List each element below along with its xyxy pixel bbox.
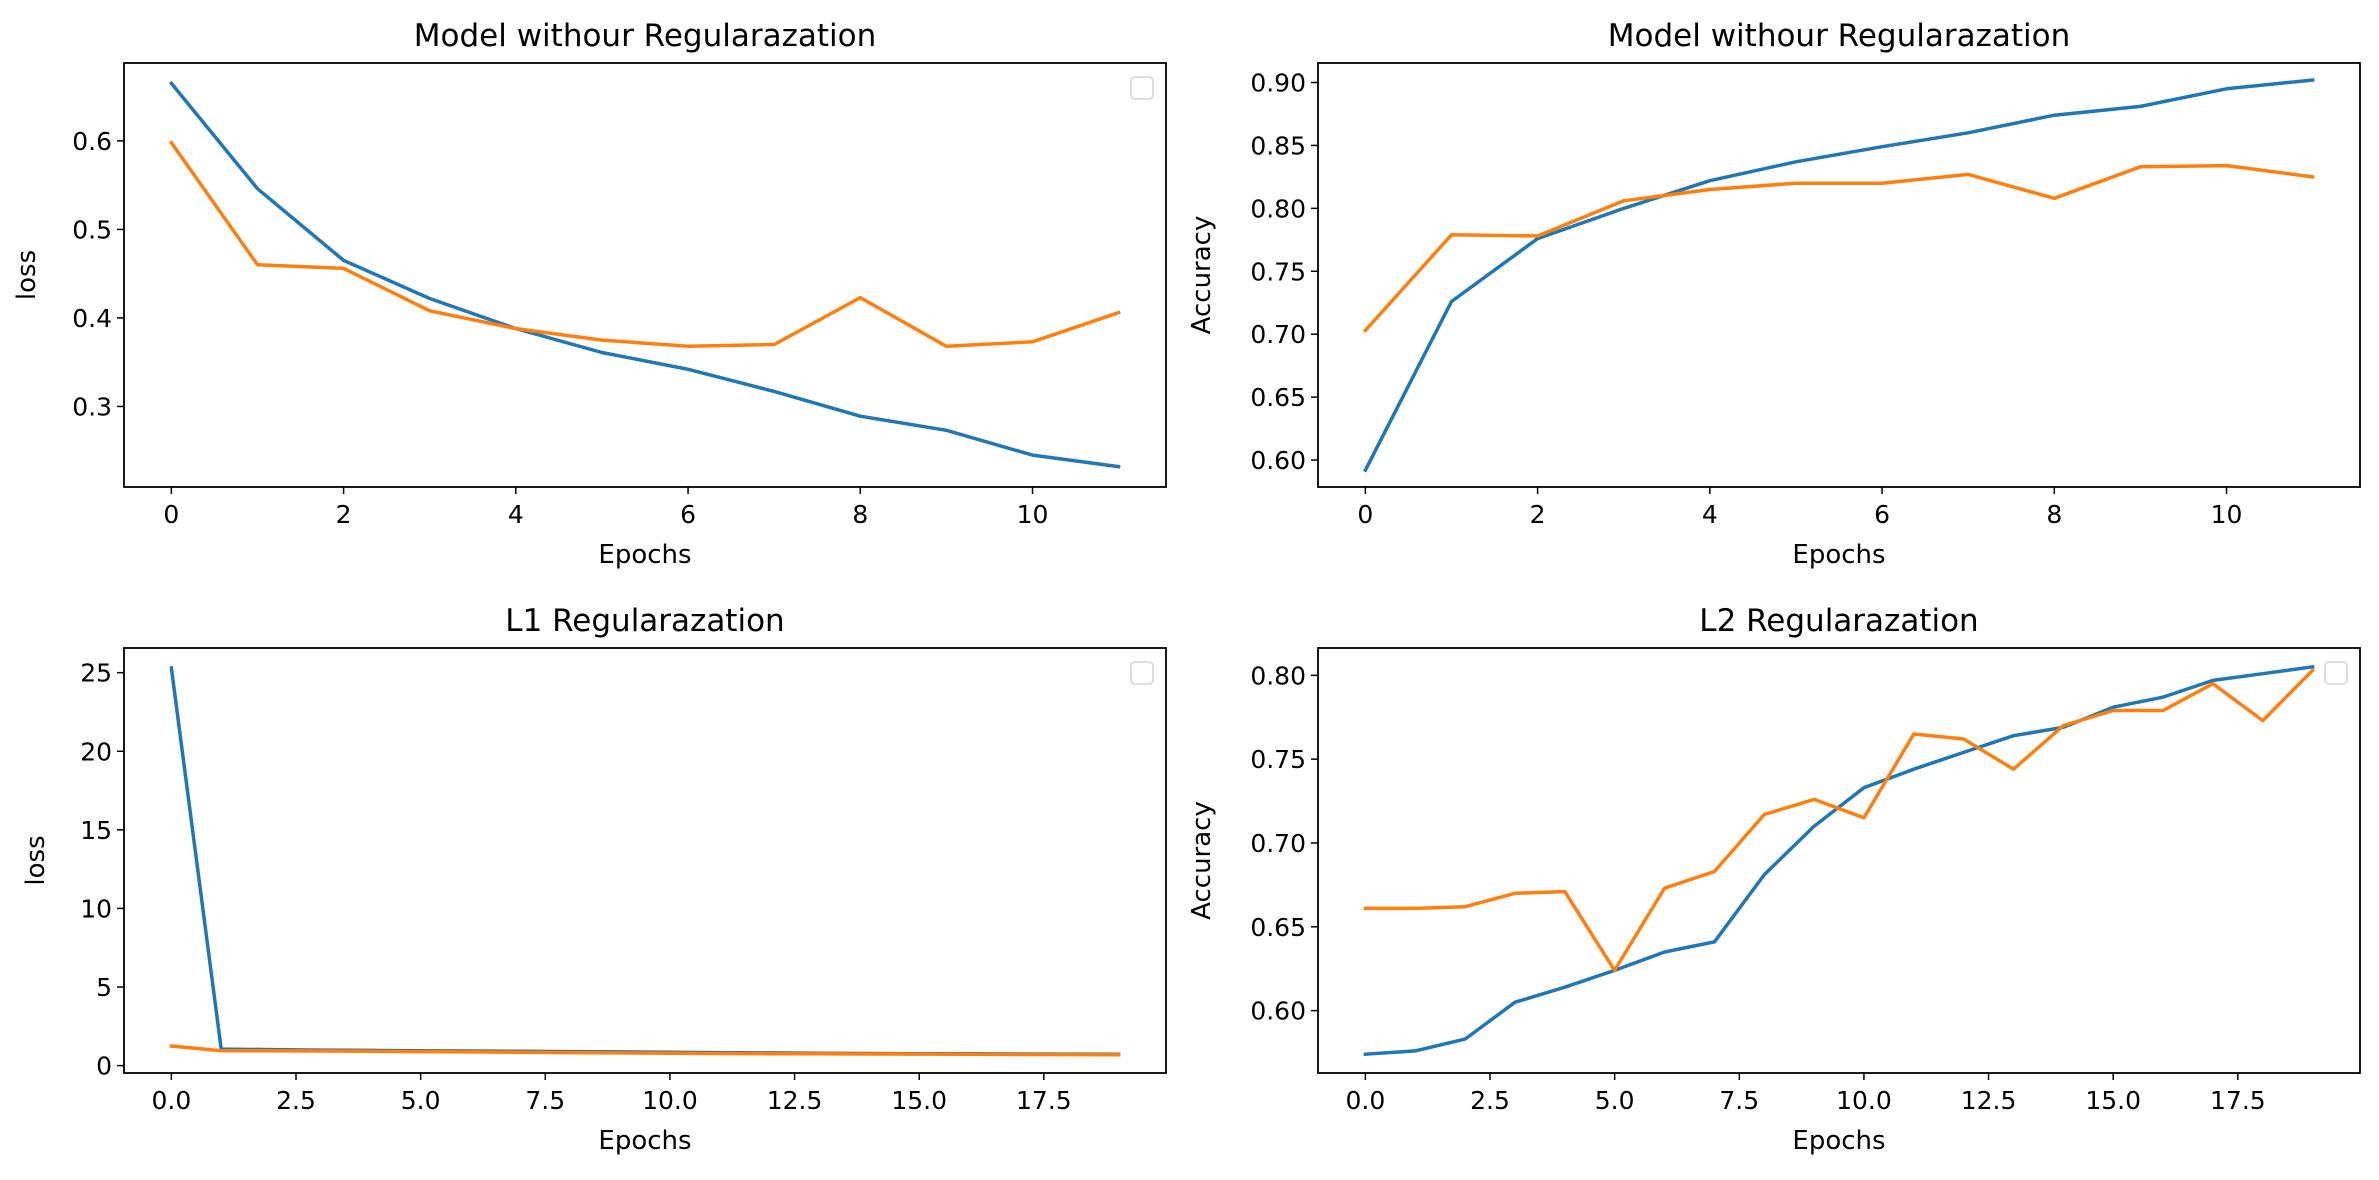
x-tick-label: 4 [1702,500,1718,529]
y-tick-label: 0.70 [1250,320,1306,349]
y-axis-label: loss [12,250,42,300]
x-tick-label: 0 [1357,500,1373,529]
series-1-line [1363,664,2315,1057]
axes-frame [1317,647,2361,1074]
axes-frame [123,62,1167,488]
x-tick-label: 7.5 [1719,1086,1759,1115]
x-tick-label: 7.5 [525,1086,565,1115]
series-2-line [169,1044,1121,1057]
x-tick-label: 0 [163,500,179,529]
series-2-line [1362,163,2315,333]
x-tick-label: 10 [2211,500,2243,529]
x-tick-label: 2.5 [1470,1086,1510,1115]
chart-panel-4: L2 Regularazation 0.0 2.5 5.0 7.5 10.0 12.5 15.… [1187,603,2361,1156]
x-tick-label: 15.0 [2085,1086,2141,1115]
y-tick-label: 0.80 [1250,194,1306,223]
y-tick-label: 20 [80,737,112,766]
y-axis-label: Accuracy [1187,801,1217,920]
x-tick-label: 2 [336,500,352,529]
x-tick-label: 15.0 [891,1086,947,1115]
y-tick-label: 0.65 [1250,913,1306,942]
x-tick-label: 5.0 [401,1086,441,1115]
x-tick-label: 5.0 [1595,1086,1635,1115]
x-tick-label: 2 [1530,500,1546,529]
x-tick-label: 0.0 [1345,1086,1385,1115]
y-tick-label: 0.70 [1250,829,1306,858]
chart-title: L2 Regularazation [1699,603,1978,639]
y-axis-label: loss [21,835,51,885]
x-tick-label: 8 [852,500,868,529]
x-tick-label: 10.0 [1836,1086,1892,1115]
chart-panel-1: Model withour Regularazation 0 2 4 6 8 10 0.3 0.… [12,18,1167,570]
series-1-line [169,666,1121,1057]
x-tick-label: 4 [508,500,524,529]
y-tick-label: 0.80 [1250,661,1306,690]
y-tick-label: 0.5 [72,215,112,244]
y-tick-label: 10 [80,894,112,923]
x-tick-label: 10.0 [642,1086,698,1115]
y-tick-label: 0.75 [1250,745,1306,774]
chart-panel-2: Model withour Regularazation 0 2 4 6 8 10 0.60 0… [1187,18,2361,570]
x-tick-label: 6 [680,500,696,529]
y-tick-label: 25 [80,659,112,688]
legend-box [1130,76,1154,100]
chart-panel-3: L1 Regularazation 0.0 2.5 5.0 7.5 10.0 12.5 15.… [21,603,1167,1156]
legend-box [1130,661,1154,685]
y-tick-label: 0.6 [72,127,112,156]
y-axis-label: Accuracy [1187,216,1217,335]
y-tick-label: 0.4 [72,304,112,333]
y-tick-label: 0.90 [1250,69,1306,98]
x-tick-label: 12.5 [1961,1086,2017,1115]
x-tick-label: 0.0 [151,1086,191,1115]
x-tick-label: 8 [2046,500,2062,529]
x-axis-label: Epochs [1792,540,1885,570]
series-1-line [168,80,1121,469]
series-1-line [1363,78,2315,473]
y-tick-label: 0.75 [1250,257,1306,286]
axes-frame [1317,62,2361,488]
y-tick-label: 5 [96,973,112,1002]
y-tick-label: 15 [80,816,112,845]
x-tick-label: 10 [1017,500,1049,529]
series-2-line [1363,667,2316,973]
x-tick-label: 17.5 [2210,1086,2266,1115]
chart-title: Model withour Regularazation [414,18,876,54]
series-2-line [168,140,1121,349]
legend-box [2324,661,2348,685]
chart-title: L1 Regularazation [505,603,784,639]
y-tick-label: 0.60 [1250,446,1306,475]
x-tick-label: 6 [1874,500,1890,529]
y-tick-label: 0 [96,1052,112,1081]
y-tick-label: 0.65 [1250,383,1306,412]
y-tick-label: 0.60 [1250,997,1306,1026]
x-tick-label: 12.5 [767,1086,823,1115]
x-tick-label: 17.5 [1016,1086,1072,1115]
x-axis-label: Epochs [598,1126,691,1156]
y-tick-label: 0.3 [72,392,112,421]
y-tick-label: 0.85 [1250,131,1306,160]
chart-title: Model withour Regularazation [1608,18,2070,54]
x-axis-label: Epochs [598,540,691,570]
axes-frame [123,647,1167,1074]
x-axis-label: Epochs [1792,1126,1885,1156]
x-tick-label: 2.5 [276,1086,316,1115]
